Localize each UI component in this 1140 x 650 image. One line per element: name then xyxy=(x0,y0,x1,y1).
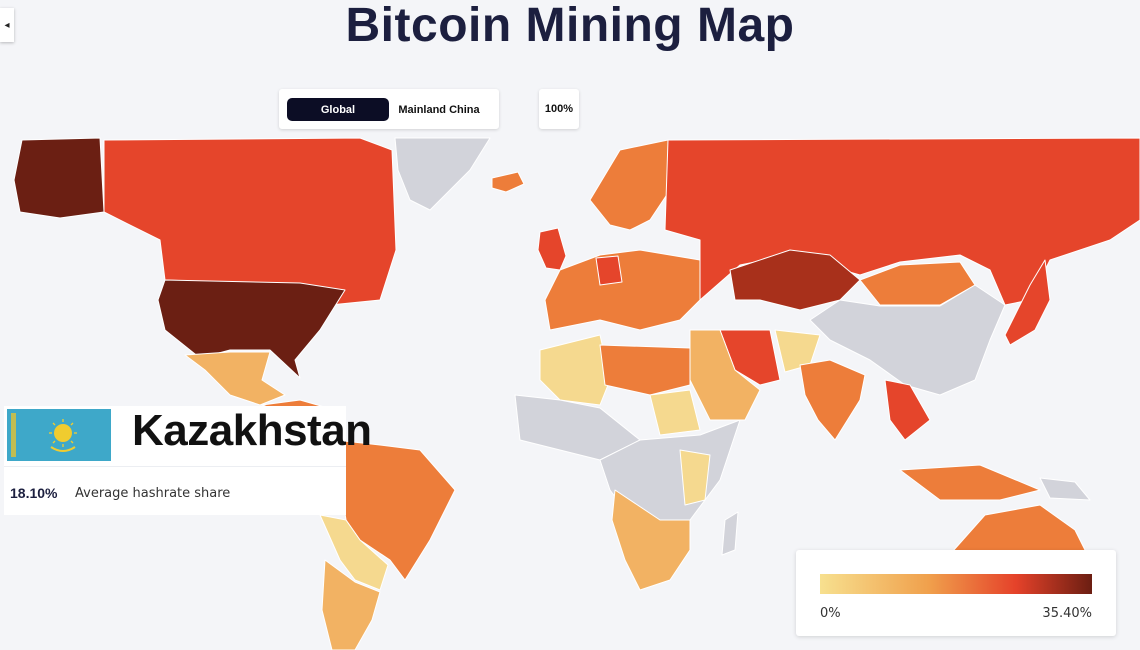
country-name: Kazakhstan xyxy=(132,406,372,455)
region-southeast-asia[interactable] xyxy=(884,379,931,441)
region-scandinavia[interactable] xyxy=(589,139,671,231)
region-japan[interactable] xyxy=(1004,259,1051,346)
legend-gradient-bar xyxy=(820,574,1092,594)
region-madagascar[interactable] xyxy=(721,511,739,556)
region-germany[interactable] xyxy=(595,255,623,286)
region-western-europe[interactable] xyxy=(544,249,701,331)
region-sudan[interactable] xyxy=(649,389,701,436)
hashrate-share-value: 18.10% xyxy=(10,485,58,501)
region-uk[interactable] xyxy=(537,227,567,271)
region-indonesia[interactable] xyxy=(899,464,1041,501)
zoom-level-control[interactable]: 100% xyxy=(539,89,579,129)
region-middle-east[interactable] xyxy=(689,329,761,421)
region-iceland[interactable] xyxy=(491,171,525,193)
collapse-arrow-icon: ◂ xyxy=(4,19,10,31)
region-mexico[interactable] xyxy=(184,351,286,406)
region-china[interactable] xyxy=(809,284,1006,396)
card-divider xyxy=(4,466,346,467)
legend-min-label: 0% xyxy=(820,606,841,621)
region-india[interactable] xyxy=(799,359,866,441)
region-andes[interactable] xyxy=(319,514,389,591)
region-alaska[interactable] xyxy=(13,137,105,219)
collapse-panel-button[interactable]: ◂ xyxy=(0,8,14,42)
legend-max-label: 35.40% xyxy=(1042,606,1092,621)
page-title: Bitcoin Mining Map xyxy=(345,0,795,52)
region-greenland[interactable] xyxy=(394,137,491,211)
region-algeria[interactable] xyxy=(539,334,611,406)
region-canada[interactable] xyxy=(103,137,397,306)
region-libya-egypt[interactable] xyxy=(599,344,691,396)
country-info-card: Kazakhstan 18.10% Average hashrate share xyxy=(4,406,372,515)
kazakhstan-flag-icon xyxy=(7,409,111,461)
region-new-guinea[interactable] xyxy=(1039,477,1091,501)
region-toggle: Global Mainland China xyxy=(279,89,499,129)
hashrate-share-label: Average hashrate share xyxy=(75,486,231,501)
toggle-mainland-china-button[interactable]: Mainland China xyxy=(398,103,480,116)
region-east-africa[interactable] xyxy=(679,449,711,506)
color-legend: 0% 35.40% xyxy=(796,550,1116,636)
toggle-global-button[interactable]: Global xyxy=(287,98,389,121)
region-southern-africa[interactable] xyxy=(611,489,691,591)
region-russia[interactable] xyxy=(664,137,1140,306)
region-southern-cone[interactable] xyxy=(321,559,381,650)
